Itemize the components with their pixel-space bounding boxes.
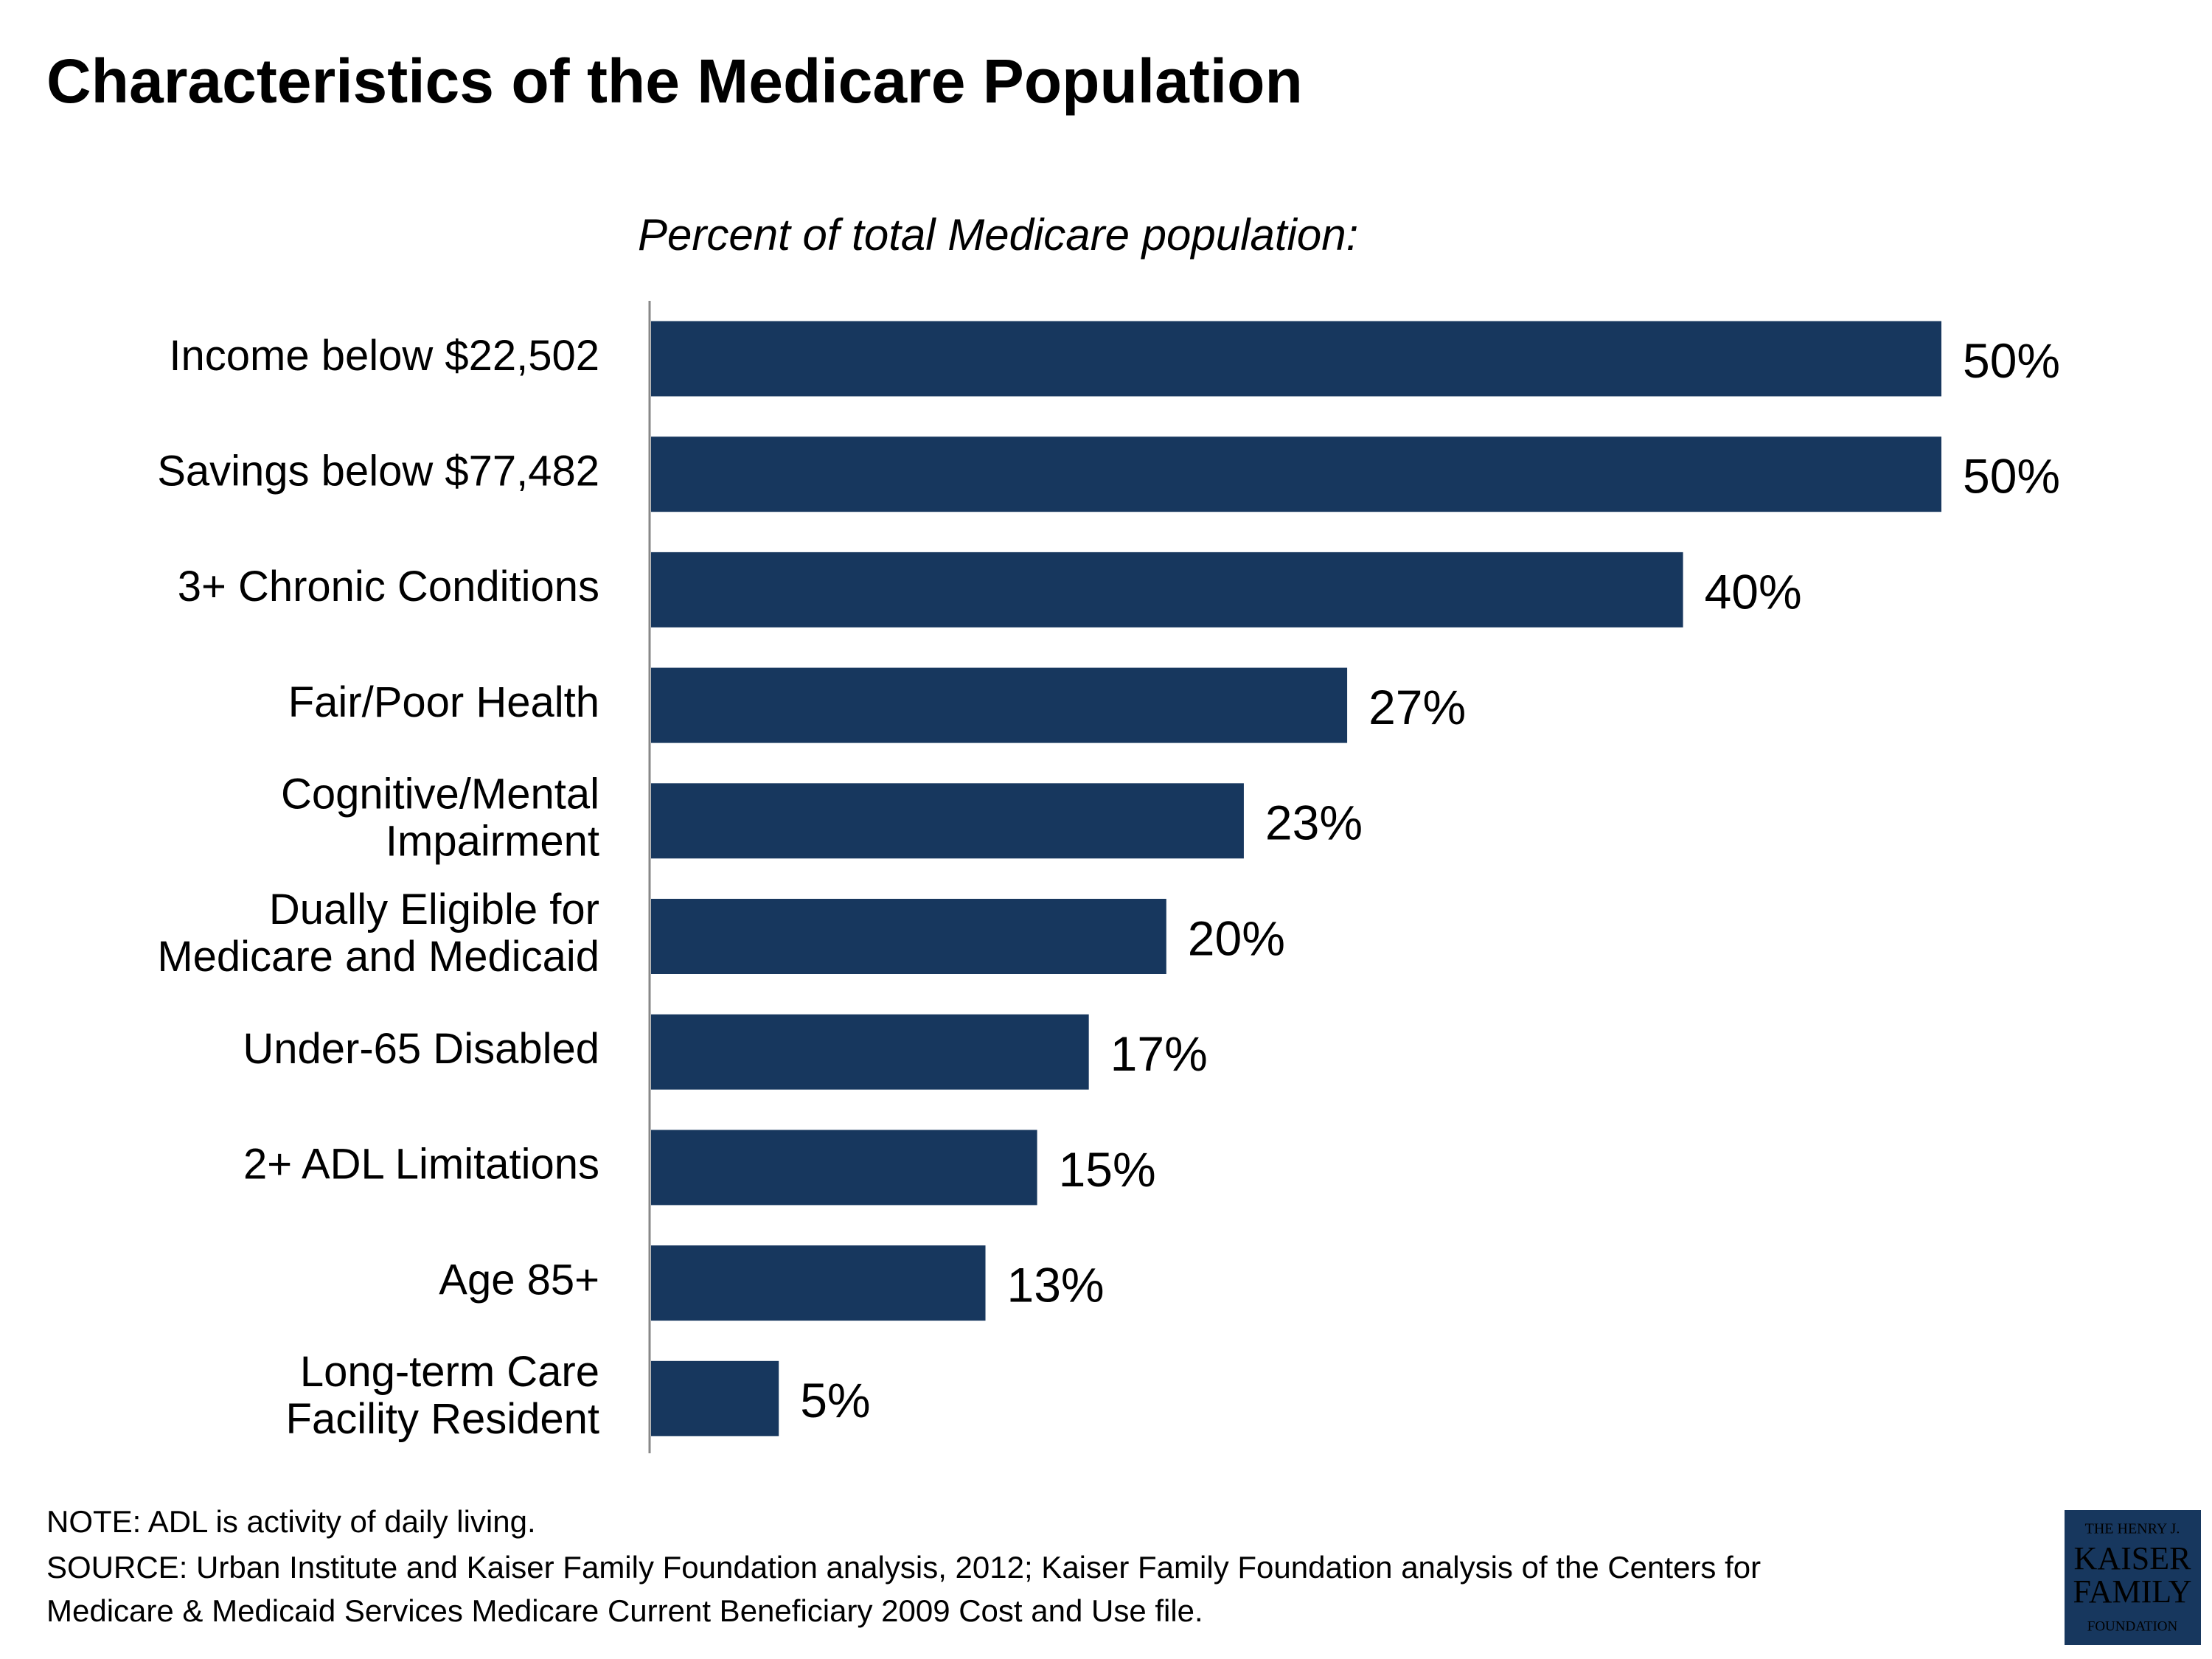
y-tick-label: 2+ ADL Limitations	[243, 1141, 599, 1189]
value-label: 15%	[1059, 1142, 1156, 1197]
bar	[651, 552, 1683, 627]
note: NOTE: ADL is activity of daily living.	[46, 1504, 536, 1539]
value-label: 50%	[1963, 333, 2060, 388]
value-label: 23%	[1265, 796, 1363, 850]
value-label: 13%	[1007, 1258, 1105, 1312]
logo: THE HENRY J. KAISER FAMILY FOUNDATION	[2065, 1510, 2201, 1645]
value-label: 5%	[800, 1373, 870, 1427]
bar	[651, 1245, 986, 1321]
y-tick-label: Dually Eligible for Medicare and Medicaid	[157, 886, 599, 981]
bar	[651, 667, 1348, 743]
bar	[651, 1360, 779, 1436]
bar	[651, 437, 1941, 512]
y-tick-label: Fair/Poor Health	[288, 678, 599, 726]
logo-text: THE HENRY J.	[2085, 1521, 2180, 1537]
y-tick-label: Long-term Care Facility Resident	[286, 1348, 599, 1443]
logo-text: KAISER	[2074, 1540, 2192, 1576]
value-label: 20%	[1188, 911, 1285, 965]
value-label: 40%	[1705, 564, 1802, 619]
logo-text: FOUNDATION	[2087, 1618, 2178, 1634]
value-label: 27%	[1368, 680, 1466, 734]
logo-box	[2065, 1510, 2201, 1645]
y-tick-label: Age 85+	[439, 1256, 599, 1304]
chart-subtitle: Percent of total Medicare population:	[638, 210, 1358, 260]
y-tick-label: Under-65 Disabled	[243, 1025, 599, 1073]
y-tick-label: Cognitive/Mental Impairment	[281, 771, 599, 866]
note: SOURCE: Urban Institute and Kaiser Famil…	[46, 1550, 1761, 1585]
y-tick-label: 3+ Chronic Conditions	[178, 563, 599, 611]
bar	[651, 783, 1244, 859]
note: Medicare & Medicaid Services Medicare Cu…	[46, 1593, 1203, 1628]
bar	[651, 1014, 1089, 1090]
bar	[651, 321, 1941, 397]
chart-title: Characteristics of the Medicare Populati…	[46, 46, 1303, 116]
y-tick-label: Savings below $77,482	[157, 448, 599, 495]
bar	[651, 1130, 1037, 1206]
logo-text: FAMILY	[2073, 1573, 2191, 1610]
bar	[651, 899, 1166, 974]
value-label: 17%	[1110, 1026, 1208, 1081]
value-label: 50%	[1963, 449, 2060, 504]
y-tick-label: Income below $22,502	[169, 332, 599, 380]
